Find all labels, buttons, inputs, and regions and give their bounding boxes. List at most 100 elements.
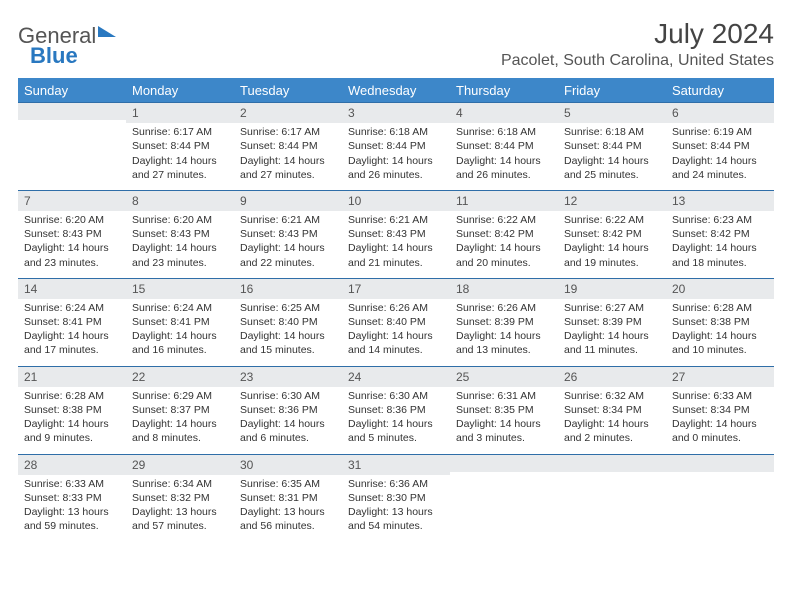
calendar-day-cell: 25Sunrise: 6:31 AMSunset: 8:35 PMDayligh…	[450, 366, 558, 454]
day-number: 31	[342, 454, 450, 475]
day-number: 13	[666, 190, 774, 211]
sunrise-text: Sunrise: 6:17 AM	[240, 125, 336, 139]
day-number: 29	[126, 454, 234, 475]
day-body	[558, 472, 666, 482]
daylight-text: Daylight: 14 hours and 22 minutes.	[240, 241, 336, 269]
day-number: 17	[342, 278, 450, 299]
daylight-text: Daylight: 14 hours and 13 minutes.	[456, 329, 552, 357]
day-body: Sunrise: 6:18 AMSunset: 8:44 PMDaylight:…	[342, 123, 450, 190]
day-body: Sunrise: 6:18 AMSunset: 8:44 PMDaylight:…	[558, 123, 666, 190]
day-body	[666, 472, 774, 482]
calendar-day-cell: 24Sunrise: 6:30 AMSunset: 8:36 PMDayligh…	[342, 366, 450, 454]
day-number: 18	[450, 278, 558, 299]
sunrise-text: Sunrise: 6:20 AM	[24, 213, 120, 227]
sunrise-text: Sunrise: 6:19 AM	[672, 125, 768, 139]
calendar-day-cell	[558, 454, 666, 542]
sunset-text: Sunset: 8:36 PM	[240, 403, 336, 417]
sunset-text: Sunset: 8:39 PM	[456, 315, 552, 329]
day-number: 3	[342, 102, 450, 123]
sunset-text: Sunset: 8:44 PM	[456, 139, 552, 153]
sunrise-text: Sunrise: 6:33 AM	[672, 389, 768, 403]
weekday-header: Friday	[558, 79, 666, 103]
sunrise-text: Sunrise: 6:22 AM	[564, 213, 660, 227]
day-number: 10	[342, 190, 450, 211]
sunrise-text: Sunrise: 6:18 AM	[456, 125, 552, 139]
sunrise-text: Sunrise: 6:23 AM	[672, 213, 768, 227]
calendar-day-cell: 9Sunrise: 6:21 AMSunset: 8:43 PMDaylight…	[234, 190, 342, 278]
daylight-text: Daylight: 14 hours and 14 minutes.	[348, 329, 444, 357]
weekday-header: Tuesday	[234, 79, 342, 103]
sunrise-text: Sunrise: 6:17 AM	[132, 125, 228, 139]
day-number: 30	[234, 454, 342, 475]
calendar-day-cell: 29Sunrise: 6:34 AMSunset: 8:32 PMDayligh…	[126, 454, 234, 542]
calendar-day-cell: 2Sunrise: 6:17 AMSunset: 8:44 PMDaylight…	[234, 102, 342, 190]
day-body: Sunrise: 6:26 AMSunset: 8:40 PMDaylight:…	[342, 299, 450, 366]
calendar-day-cell: 26Sunrise: 6:32 AMSunset: 8:34 PMDayligh…	[558, 366, 666, 454]
weekday-header: Monday	[126, 79, 234, 103]
day-number: 9	[234, 190, 342, 211]
sunrise-text: Sunrise: 6:28 AM	[24, 389, 120, 403]
sunrise-text: Sunrise: 6:21 AM	[240, 213, 336, 227]
day-number: 6	[666, 102, 774, 123]
sunrise-text: Sunrise: 6:30 AM	[240, 389, 336, 403]
sunset-text: Sunset: 8:42 PM	[456, 227, 552, 241]
day-body: Sunrise: 6:29 AMSunset: 8:37 PMDaylight:…	[126, 387, 234, 454]
sunset-text: Sunset: 8:43 PM	[24, 227, 120, 241]
calendar-day-cell: 27Sunrise: 6:33 AMSunset: 8:34 PMDayligh…	[666, 366, 774, 454]
daylight-text: Daylight: 14 hours and 25 minutes.	[564, 154, 660, 182]
calendar-day-cell: 4Sunrise: 6:18 AMSunset: 8:44 PMDaylight…	[450, 102, 558, 190]
calendar-week-row: 1Sunrise: 6:17 AMSunset: 8:44 PMDaylight…	[18, 102, 774, 190]
day-body: Sunrise: 6:21 AMSunset: 8:43 PMDaylight:…	[234, 211, 342, 278]
sunset-text: Sunset: 8:32 PM	[132, 491, 228, 505]
day-number	[558, 454, 666, 472]
day-number: 22	[126, 366, 234, 387]
calendar-day-cell	[666, 454, 774, 542]
sunrise-text: Sunrise: 6:29 AM	[132, 389, 228, 403]
calendar-week-row: 7Sunrise: 6:20 AMSunset: 8:43 PMDaylight…	[18, 190, 774, 278]
sunrise-text: Sunrise: 6:33 AM	[24, 477, 120, 491]
sunset-text: Sunset: 8:37 PM	[132, 403, 228, 417]
weekday-row: SundayMondayTuesdayWednesdayThursdayFrid…	[18, 79, 774, 103]
sunrise-text: Sunrise: 6:28 AM	[672, 301, 768, 315]
day-body: Sunrise: 6:20 AMSunset: 8:43 PMDaylight:…	[126, 211, 234, 278]
sunset-text: Sunset: 8:44 PM	[240, 139, 336, 153]
day-body: Sunrise: 6:27 AMSunset: 8:39 PMDaylight:…	[558, 299, 666, 366]
sunset-text: Sunset: 8:38 PM	[672, 315, 768, 329]
daylight-text: Daylight: 14 hours and 21 minutes.	[348, 241, 444, 269]
calendar-day-cell: 12Sunrise: 6:22 AMSunset: 8:42 PMDayligh…	[558, 190, 666, 278]
day-number: 11	[450, 190, 558, 211]
calendar-day-cell: 1Sunrise: 6:17 AMSunset: 8:44 PMDaylight…	[126, 102, 234, 190]
day-body: Sunrise: 6:36 AMSunset: 8:30 PMDaylight:…	[342, 475, 450, 542]
calendar-day-cell: 5Sunrise: 6:18 AMSunset: 8:44 PMDaylight…	[558, 102, 666, 190]
sunset-text: Sunset: 8:38 PM	[24, 403, 120, 417]
daylight-text: Daylight: 14 hours and 6 minutes.	[240, 417, 336, 445]
day-body: Sunrise: 6:22 AMSunset: 8:42 PMDaylight:…	[450, 211, 558, 278]
sunrise-text: Sunrise: 6:24 AM	[132, 301, 228, 315]
calendar-day-cell: 13Sunrise: 6:23 AMSunset: 8:42 PMDayligh…	[666, 190, 774, 278]
weekday-header: Sunday	[18, 79, 126, 103]
calendar-day-cell: 16Sunrise: 6:25 AMSunset: 8:40 PMDayligh…	[234, 278, 342, 366]
day-number: 21	[18, 366, 126, 387]
day-number: 23	[234, 366, 342, 387]
calendar-week-row: 14Sunrise: 6:24 AMSunset: 8:41 PMDayligh…	[18, 278, 774, 366]
day-number: 27	[666, 366, 774, 387]
day-body: Sunrise: 6:35 AMSunset: 8:31 PMDaylight:…	[234, 475, 342, 542]
day-number: 7	[18, 190, 126, 211]
day-body: Sunrise: 6:17 AMSunset: 8:44 PMDaylight:…	[234, 123, 342, 190]
title-block: July 2024 Pacolet, South Carolina, Unite…	[501, 18, 774, 74]
day-number: 14	[18, 278, 126, 299]
daylight-text: Daylight: 14 hours and 17 minutes.	[24, 329, 120, 357]
calendar-day-cell: 11Sunrise: 6:22 AMSunset: 8:42 PMDayligh…	[450, 190, 558, 278]
day-body: Sunrise: 6:19 AMSunset: 8:44 PMDaylight:…	[666, 123, 774, 190]
calendar-day-cell: 15Sunrise: 6:24 AMSunset: 8:41 PMDayligh…	[126, 278, 234, 366]
calendar-day-cell: 18 Sunrise: 6:26 AMSunset: 8:39 PMDayligh…	[450, 278, 558, 366]
day-body: Sunrise: 6:21 AMSunset: 8:43 PMDaylight:…	[342, 211, 450, 278]
sunset-text: Sunset: 8:43 PM	[348, 227, 444, 241]
calendar-day-cell: 31Sunrise: 6:36 AMSunset: 8:30 PMDayligh…	[342, 454, 450, 542]
sunrise-text: Sunrise: 6:21 AM	[348, 213, 444, 227]
calendar-day-cell: 10Sunrise: 6:21 AMSunset: 8:43 PMDayligh…	[342, 190, 450, 278]
sunrise-text: Sunrise: 6:26 AM	[456, 301, 552, 315]
sunrise-text: Sunrise: 6:27 AM	[564, 301, 660, 315]
day-number: 26	[558, 366, 666, 387]
daylight-text: Daylight: 14 hours and 26 minutes.	[348, 154, 444, 182]
